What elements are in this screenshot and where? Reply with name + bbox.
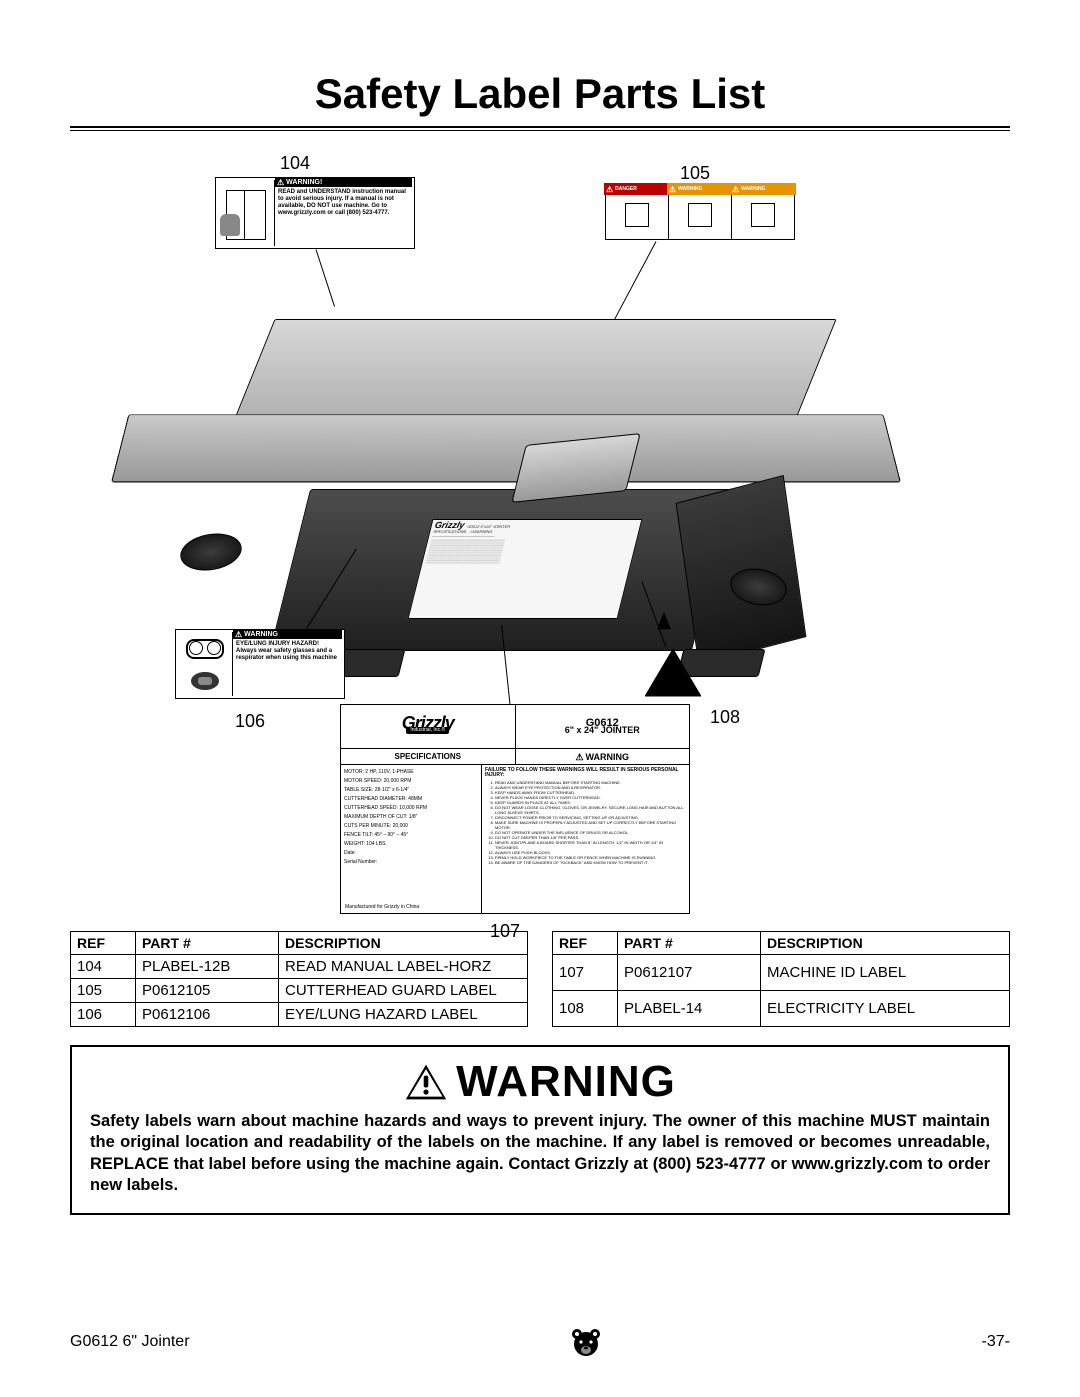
spec-warn-item: MAKE SURE MACHINE IS PROPERLY ADJUSTED A… (495, 820, 686, 830)
parts-table-left: REF PART # DESCRIPTION 104PLABEL-12BREAD… (70, 931, 528, 1027)
label-105-col1: DANGER (604, 183, 670, 195)
cell-desc: CUTTERHEAD GUARD LABEL (279, 979, 528, 1003)
parts-table-right: REF PART # DESCRIPTION 107P0612107MACHIN… (552, 931, 1010, 1027)
electricity-triangle-icon (645, 649, 701, 697)
spec-header: SPECIFICATIONS (341, 749, 516, 765)
push-block-icon (751, 203, 775, 227)
jointer-bed (111, 414, 901, 482)
spec-line: CUTS PER MINUTE: 20,000 (344, 822, 478, 830)
warning-box: WARNING Safety labels warn about machine… (70, 1045, 1010, 1215)
cell-ref: 107 (553, 955, 618, 991)
spec-line: CUTTERHEAD DIAMETER: 48MM (344, 795, 478, 803)
callout-107: 107 (490, 921, 520, 942)
spec-list: MOTOR: 2 HP, 110V, 1-PHASEMOTOR SPEED: 2… (341, 765, 482, 913)
th-part: PART # (618, 932, 761, 955)
cell-desc: READ MANUAL LABEL-HORZ (279, 955, 528, 979)
label-106-line2: Always wear safety glasses and a respira… (236, 648, 339, 662)
spec-line: FENCE TILT: 45° – 90° – 45° (344, 831, 478, 839)
adjust-knob-left (177, 529, 244, 575)
th-ref: REF (553, 932, 618, 955)
entangle-icon (688, 203, 712, 227)
th-ref: REF (71, 932, 136, 955)
callout-106: 106 (235, 711, 265, 732)
spec-warn-item: DO NOT WEAR LOOSE CLOTHING, GLOVES, OR J… (495, 805, 686, 815)
title-rule-thick (70, 126, 1010, 128)
callout-108: 108 (710, 707, 740, 728)
label-104-read-manual: WARNING! READ and UNDERSTAND instruction… (215, 177, 415, 249)
spec-warn-item: NEVER JOINT/PLANE A BOARD SHORTER THAN 8… (495, 840, 686, 850)
label-106-header: WARNING (233, 630, 342, 639)
spec-line: MAXIMUM DEPTH OF CUT: 1/8" (344, 813, 478, 821)
spec-line: Date: (344, 849, 478, 857)
table-row: 108PLABEL-14ELECTRICITY LABEL (553, 991, 1010, 1027)
spec-warn-item: BE AWARE OF THE DANGERS OF "KICKBACK" AN… (495, 860, 686, 865)
callout-104: 104 (280, 153, 310, 174)
label-105-cutterhead-guard: DANGER WARNING WARNING (605, 184, 795, 240)
table-row: 107P0612107MACHINE ID LABEL (553, 955, 1010, 991)
th-desc: DESCRIPTION (761, 932, 1010, 955)
cell-ref: 104 (71, 955, 136, 979)
label-106-eye-lung: WARNING EYE/LUNG INJURY HAZARD! Always w… (175, 629, 345, 699)
callout-105: 105 (680, 163, 710, 184)
warning-triangle-icon (404, 1062, 448, 1102)
cell-part: PLABEL-12B (136, 955, 279, 979)
label-104-header: WARNING! (275, 178, 412, 187)
th-part: PART # (136, 932, 279, 955)
table-row: 106P0612106EYE/LUNG HAZARD LABEL (71, 1003, 528, 1027)
grizzly-logo-sub: Industrial, Inc.® (406, 727, 449, 734)
label-104-text: READ and UNDERSTAND instruction manual t… (278, 189, 409, 217)
spec-line: MOTOR: 2 HP, 110V, 1-PHASE (344, 768, 478, 776)
table-row: 104PLABEL-12BREAD MANUAL LABEL-HORZ (71, 955, 528, 979)
hand-cut-icon (625, 203, 649, 227)
mfg-text: Manufactured for Grizzly in China (345, 904, 419, 911)
label-106-line1: EYE/LUNG INJURY HAZARD! (236, 641, 339, 648)
spec-warning-header: WARNING (516, 749, 690, 765)
page-footer: G0612 6" Jointer -37- (70, 1325, 1010, 1359)
spec-warn-lead: FAILURE TO FOLLOW THESE WARNINGS WILL RE… (485, 768, 686, 778)
warning-title-text: WARNING (456, 1057, 676, 1107)
cell-desc: ELECTRICITY LABEL (761, 991, 1010, 1027)
cell-part: P0612107 (618, 955, 761, 991)
spec-line: CUTTERHEAD SPEED: 10,000 RPM (344, 804, 478, 812)
spec-line: Serial Number: (344, 858, 478, 866)
label-107-machine-id: Grizzly Industrial, Inc.® G0612 6" x 24"… (340, 704, 690, 914)
machine-id-plate: Grizzly G0612 6"x24" JOINTER SPECIFICATI… (408, 519, 643, 619)
parts-tables: REF PART # DESCRIPTION 104PLABEL-12BREAD… (70, 931, 1010, 1027)
spec-warnings: FAILURE TO FOLLOW THESE WARNINGS WILL RE… (482, 765, 689, 913)
label-108-electricity (645, 649, 701, 697)
footer-left: G0612 6" Jointer (70, 1333, 190, 1351)
warning-body: Safety labels warn about machine hazards… (90, 1111, 990, 1197)
spec-line: TABLE SIZE: 28-1/2" x 6-1/4" (344, 786, 478, 794)
label-105-col2: WARNING (667, 183, 733, 195)
cell-ref: 108 (553, 991, 618, 1027)
diagram-area: 104 105 106 107 108 Grizzly G0612 6"x24"… (70, 149, 1010, 929)
table-row: 105P0612105CUTTERHEAD GUARD LABEL (71, 979, 528, 1003)
cell-ref: 105 (71, 979, 136, 1003)
spec-line: WEIGHT: 104 LBS. (344, 840, 478, 848)
cell-desc: EYE/LUNG HAZARD LABEL (279, 1003, 528, 1027)
safety-glasses-icon (186, 639, 224, 659)
model-subtitle: 6" x 24" JOINTER (516, 727, 690, 734)
grizzly-logo: Grizzly (402, 720, 454, 727)
footer-right: -37- (982, 1333, 1010, 1351)
manual-icon (218, 180, 275, 246)
cell-part: PLABEL-14 (618, 991, 761, 1027)
cell-ref: 106 (71, 1003, 136, 1027)
plate-logo: Grizzly (434, 520, 466, 530)
warning-title: WARNING (90, 1057, 990, 1107)
title-rule-thin (70, 130, 1010, 131)
label-105-col3: WARNING (730, 183, 796, 195)
bear-logo-icon (569, 1325, 603, 1359)
lightning-icon (655, 609, 673, 633)
respirator-icon (191, 672, 219, 690)
page-title: Safety Label Parts List (70, 70, 1010, 118)
cell-part: P0612105 (136, 979, 279, 1003)
cell-desc: MACHINE ID LABEL (761, 955, 1010, 991)
spec-line: MOTOR SPEED: 20,000 RPM (344, 777, 478, 785)
cell-part: P0612106 (136, 1003, 279, 1027)
